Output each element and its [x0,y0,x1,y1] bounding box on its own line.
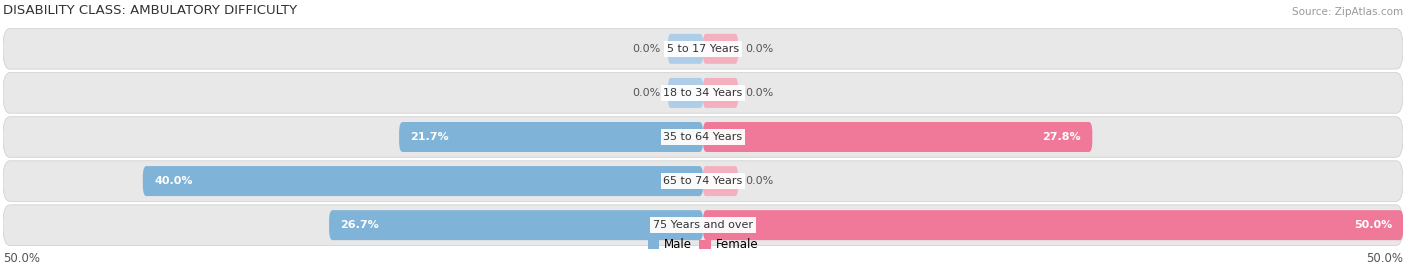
Text: 0.0%: 0.0% [745,88,773,98]
FancyBboxPatch shape [703,122,1092,152]
Text: DISABILITY CLASS: AMBULATORY DIFFICULTY: DISABILITY CLASS: AMBULATORY DIFFICULTY [3,4,297,17]
Text: 35 to 64 Years: 35 to 64 Years [664,132,742,142]
Text: 50.0%: 50.0% [1367,253,1403,266]
FancyBboxPatch shape [329,210,703,240]
FancyBboxPatch shape [3,117,1403,157]
FancyBboxPatch shape [3,161,1403,201]
FancyBboxPatch shape [703,210,1403,240]
FancyBboxPatch shape [703,78,738,108]
Text: 75 Years and over: 75 Years and over [652,220,754,230]
FancyBboxPatch shape [3,29,1403,69]
Text: 50.0%: 50.0% [1354,220,1392,230]
FancyBboxPatch shape [703,34,738,64]
FancyBboxPatch shape [703,166,738,196]
Text: 27.8%: 27.8% [1042,132,1081,142]
Text: 0.0%: 0.0% [633,44,661,54]
FancyBboxPatch shape [3,73,1403,113]
FancyBboxPatch shape [3,205,1403,245]
Text: Source: ZipAtlas.com: Source: ZipAtlas.com [1292,7,1403,17]
FancyBboxPatch shape [668,78,703,108]
Text: 50.0%: 50.0% [3,253,39,266]
Text: 40.0%: 40.0% [155,176,193,186]
Text: 26.7%: 26.7% [340,220,380,230]
Text: 21.7%: 21.7% [411,132,449,142]
Text: 0.0%: 0.0% [633,88,661,98]
Text: 0.0%: 0.0% [745,44,773,54]
Legend: Male, Female: Male, Female [643,233,763,256]
FancyBboxPatch shape [668,34,703,64]
FancyBboxPatch shape [143,166,703,196]
Text: 65 to 74 Years: 65 to 74 Years [664,176,742,186]
Text: 5 to 17 Years: 5 to 17 Years [666,44,740,54]
Text: 18 to 34 Years: 18 to 34 Years [664,88,742,98]
FancyBboxPatch shape [399,122,703,152]
Text: 0.0%: 0.0% [745,176,773,186]
